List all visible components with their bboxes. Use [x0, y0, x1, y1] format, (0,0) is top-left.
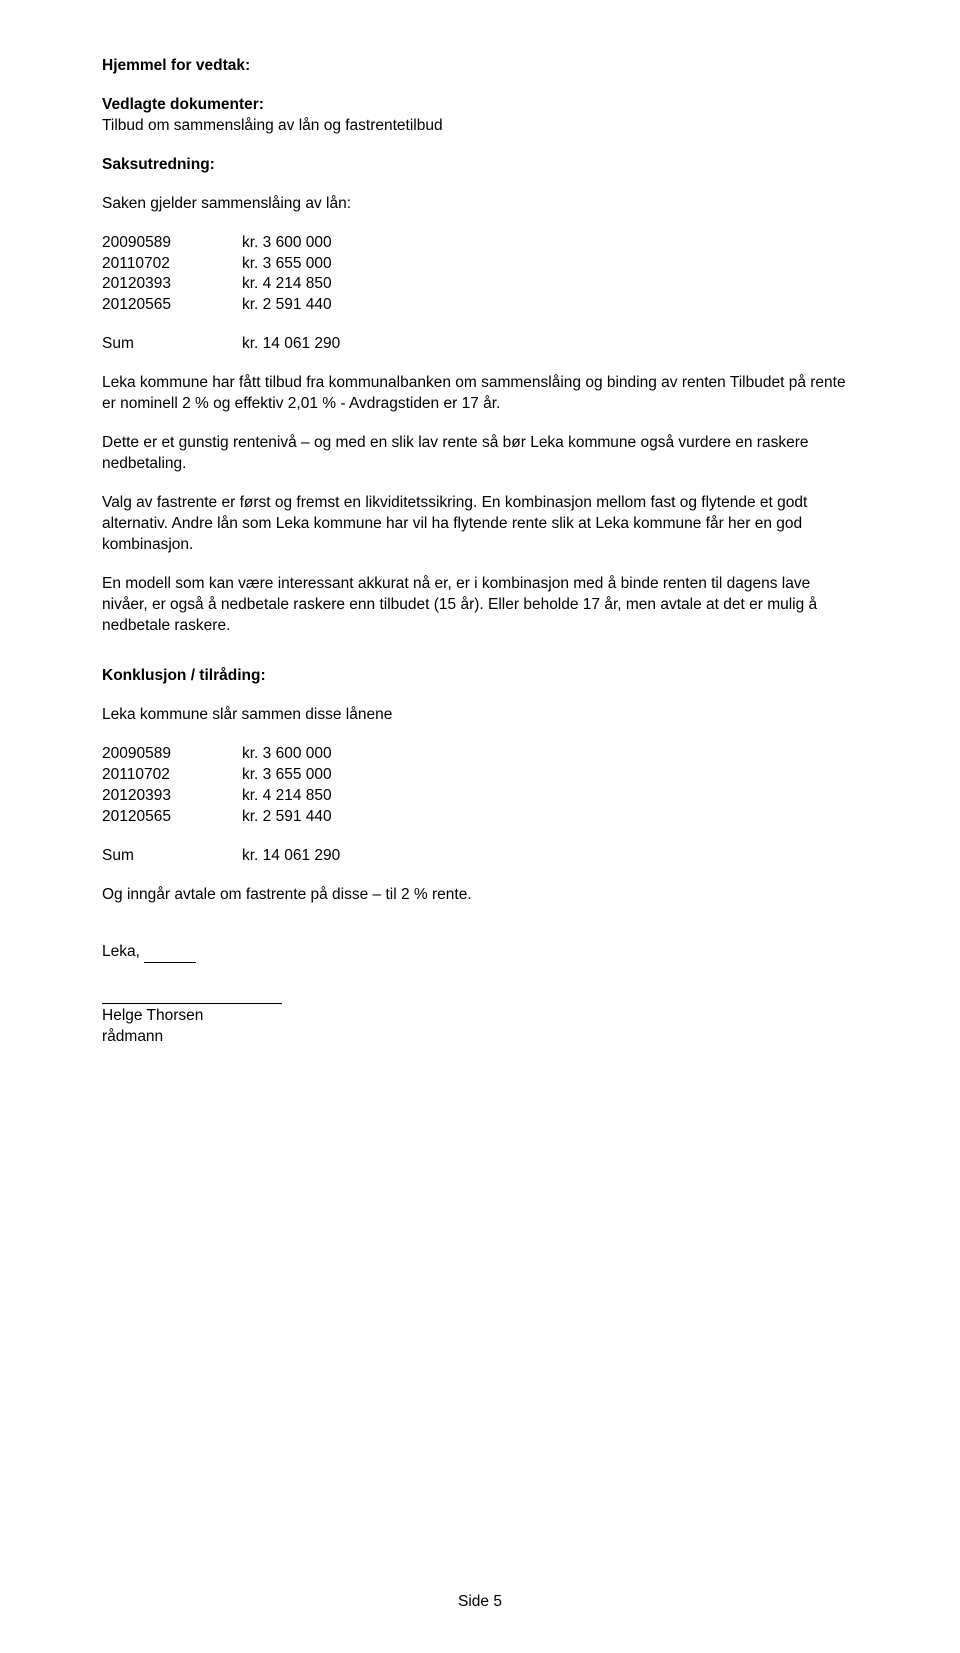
loan-row: 20120393 kr. 4 214 850 — [102, 786, 858, 807]
loan-row: 20110702 kr. 3 655 000 — [102, 254, 858, 275]
loan-id: 20110702 — [102, 254, 242, 275]
konklusjon-text: Leka kommune slår sammen disse lånene — [102, 705, 858, 726]
body-paragraph-3: Valg av fastrente er først og fremst en … — [102, 493, 858, 556]
heading-konklusjon: Konklusjon / tilråding: — [102, 666, 858, 687]
loan-row: 20090589 kr. 3 600 000 — [102, 744, 858, 765]
vedlagte-section: Vedlagte dokumenter: Tilbud om sammenslå… — [102, 95, 858, 137]
body-paragraph-2: Dette er et gunstig rentenivå – og med e… — [102, 433, 858, 475]
sum-label: Sum — [102, 334, 242, 355]
saken-gjelder: Saken gjelder sammenslåing av lån: — [102, 194, 858, 215]
loan-amount: kr. 3 600 000 — [242, 233, 332, 254]
loan-id: 20090589 — [102, 744, 242, 765]
loan-row: 20110702 kr. 3 655 000 — [102, 765, 858, 786]
loan-amount: kr. 2 591 440 — [242, 807, 332, 828]
heading-saksutredning: Saksutredning: — [102, 155, 858, 176]
loan-amount: kr. 2 591 440 — [242, 295, 332, 316]
document-page: Hjemmel for vedtak: Vedlagte dokumenter:… — [0, 0, 960, 1653]
heading-hjemmel: Hjemmel for vedtak: — [102, 56, 858, 77]
loan-table-2: 20090589 kr. 3 600 000 20110702 kr. 3 65… — [102, 744, 858, 828]
sum-row-2: Sum kr. 14 061 290 — [102, 846, 858, 867]
loan-id: 20110702 — [102, 765, 242, 786]
loan-id: 20120565 — [102, 807, 242, 828]
loan-id: 20120565 — [102, 295, 242, 316]
loan-amount: kr. 4 214 850 — [242, 786, 332, 807]
loan-row: 20120565 kr. 2 591 440 — [102, 807, 858, 828]
sum-label: Sum — [102, 846, 242, 867]
body-paragraph-1: Leka kommune har fått tilbud fra kommuna… — [102, 373, 858, 415]
loan-row: 20090589 kr. 3 600 000 — [102, 233, 858, 254]
sum-amount: kr. 14 061 290 — [242, 334, 340, 355]
loan-amount: kr. 4 214 850 — [242, 274, 332, 295]
loan-row: 20120393 kr. 4 214 850 — [102, 274, 858, 295]
leka-label: Leka, — [102, 942, 140, 963]
loan-amount: kr. 3 655 000 — [242, 765, 332, 786]
loan-amount: kr. 3 600 000 — [242, 744, 332, 765]
fastrente-text: Og inngår avtale om fastrente på disse –… — [102, 885, 858, 906]
sum-row-1: Sum kr. 14 061 290 — [102, 334, 858, 355]
body-paragraph-4: En modell som kan være interessant akkur… — [102, 574, 858, 637]
loan-id: 20120393 — [102, 786, 242, 807]
heading-vedlagte: Vedlagte dokumenter: — [102, 95, 858, 116]
signature-title: rådmann — [102, 1027, 858, 1048]
loan-amount: kr. 3 655 000 — [242, 254, 332, 275]
signature-block: Helge Thorsen rådmann — [102, 1003, 858, 1048]
leka-date-line: Leka, — [102, 942, 858, 963]
signature-name: Helge Thorsen — [102, 1006, 858, 1027]
vedlagte-text: Tilbud om sammenslåing av lån og fastren… — [102, 116, 858, 137]
loan-row: 20120565 kr. 2 591 440 — [102, 295, 858, 316]
loan-id: 20120393 — [102, 274, 242, 295]
sum-amount: kr. 14 061 290 — [242, 846, 340, 867]
loan-id: 20090589 — [102, 233, 242, 254]
loan-table-1: 20090589 kr. 3 600 000 20110702 kr. 3 65… — [102, 233, 858, 317]
page-footer: Side 5 — [0, 1592, 960, 1613]
signature-line — [102, 1003, 282, 1004]
date-rule — [144, 949, 196, 963]
